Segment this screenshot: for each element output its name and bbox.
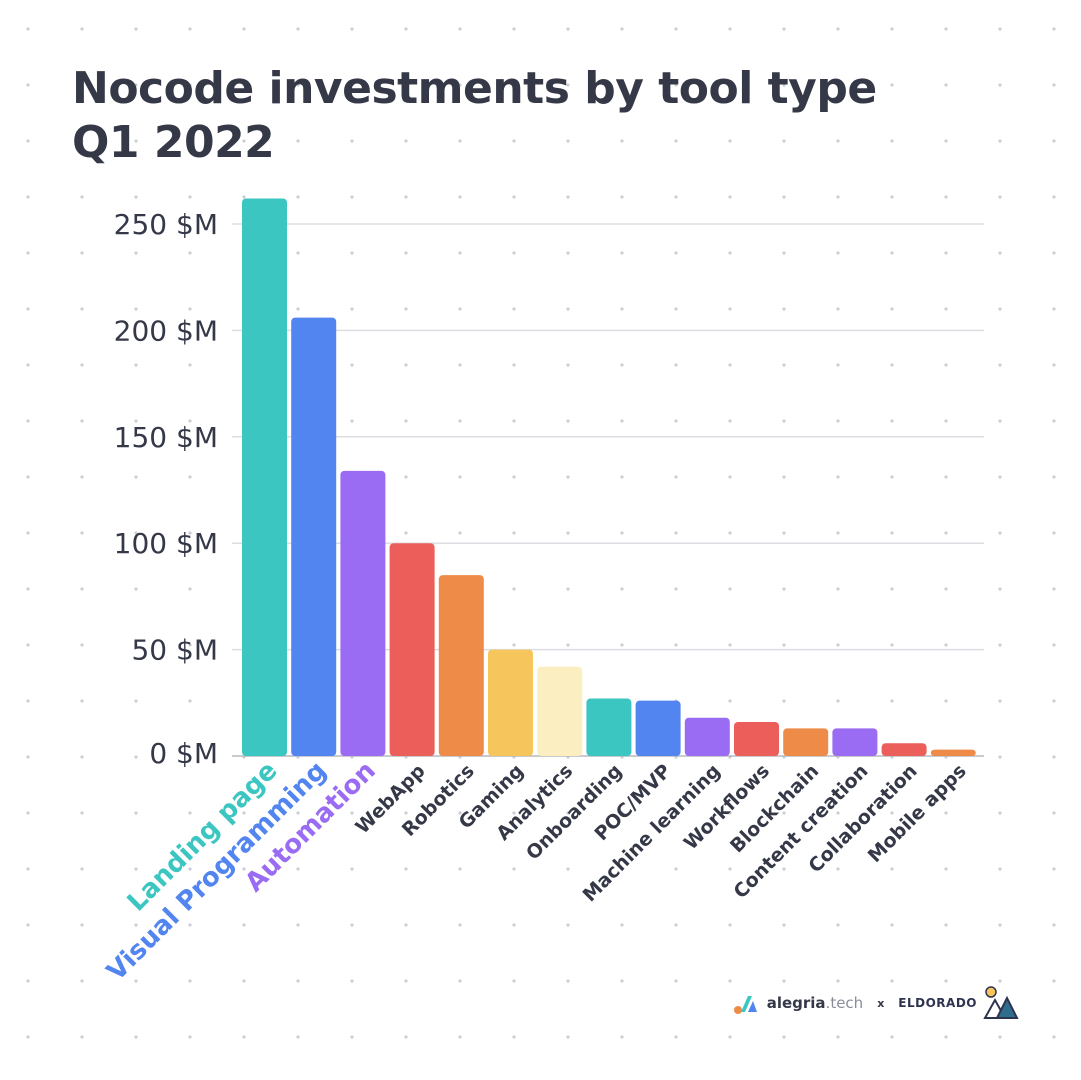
eldorado-wordmark: ELDORADO — [898, 996, 977, 1010]
bar — [488, 649, 533, 756]
alegria-wordmark: alegria — [766, 994, 826, 1012]
bar — [438, 575, 484, 756]
bar — [734, 721, 779, 756]
eldorado-logo: ELDORADO — [898, 986, 1019, 1020]
y-tick-label: 250 $M — [114, 208, 218, 241]
bar — [930, 749, 976, 756]
y-tick-label: 100 $M — [114, 527, 218, 560]
footer-logos: alegria.tech x ELDORADO — [733, 986, 1019, 1020]
y-tick-label: 200 $M — [114, 314, 218, 347]
alegria-mark-icon — [733, 996, 757, 1014]
bar — [537, 666, 583, 756]
bar — [340, 470, 386, 756]
bar — [881, 743, 927, 756]
bar — [635, 700, 681, 756]
y-tick-label: 0 $M — [149, 737, 218, 770]
bar — [586, 698, 632, 756]
chart-title-line-2: Q1 2022 — [72, 117, 275, 168]
chart-title-line-1: Nocode investments by tool type — [72, 63, 877, 114]
x-tick-label: Visual Programming — [101, 756, 332, 987]
bar — [291, 317, 337, 756]
y-tick-label: 50 $M — [131, 634, 218, 667]
chart-title: Nocode investments by tool type Q1 2022 — [72, 62, 877, 170]
bar — [783, 728, 829, 756]
y-tick-label: 150 $M — [114, 421, 218, 454]
bar — [389, 543, 435, 756]
bar — [684, 717, 730, 756]
bar — [832, 728, 878, 756]
alegria-suffix: .tech — [825, 994, 864, 1012]
alegria-logo: alegria.tech — [733, 991, 863, 1015]
bar — [242, 198, 287, 757]
logo-separator: x — [877, 996, 885, 1010]
mountain-sun-icon — [983, 986, 1019, 1019]
